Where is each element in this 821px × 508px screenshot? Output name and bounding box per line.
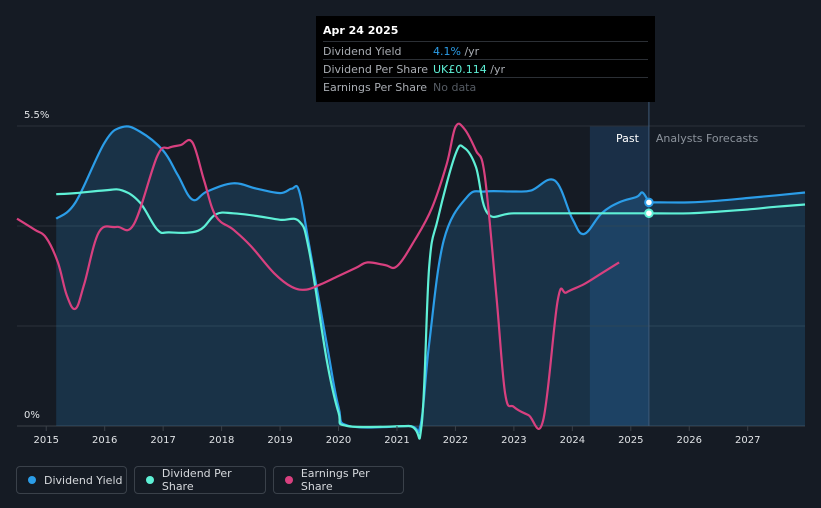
tooltip-value: UK£0.114 /yr xyxy=(433,63,505,76)
tooltip-value-number: 4.1% xyxy=(433,45,461,58)
legend-dividend-yield[interactable]: Dividend Yield xyxy=(16,466,127,494)
x-tick-label: 2026 xyxy=(677,435,702,446)
legend-dividend-per-share[interactable]: Dividend Per Share xyxy=(134,466,266,494)
past-label: Past xyxy=(616,132,640,145)
earnings-per-share-line xyxy=(16,122,620,430)
dividend-yield-forecast-area xyxy=(648,192,805,426)
x-tick-label: 2025 xyxy=(618,435,643,446)
x-tick-label: 2016 xyxy=(92,435,117,446)
legend-dot-icon xyxy=(285,476,293,484)
legend-earnings-per-share[interactable]: Earnings Per Share xyxy=(273,466,404,494)
tooltip-date: Apr 24 2025 xyxy=(323,24,399,37)
tooltip-value: 4.1% /yr xyxy=(433,45,479,58)
x-tick-label: 2019 xyxy=(267,435,292,446)
x-tick-label: 2021 xyxy=(384,435,409,446)
tooltip-label: Earnings Per Share xyxy=(323,81,428,94)
tooltip-value-number: No data xyxy=(433,81,477,94)
analysts-forecasts-label: Analysts Forecasts xyxy=(656,132,759,145)
x-tick-label: 2017 xyxy=(150,435,175,446)
x-tick-label: 2022 xyxy=(443,435,468,446)
y-axis-top-label: 5.5% xyxy=(24,110,49,121)
x-tick-label: 2023 xyxy=(501,435,526,446)
legend-dot-icon xyxy=(146,476,154,484)
x-tick-label: 2027 xyxy=(735,435,760,446)
tooltip-label: Dividend Yield xyxy=(323,45,402,58)
tooltip-unit: /yr xyxy=(486,63,506,76)
tooltip: Apr 24 2025 Dividend Yield 4.1% /yr Divi… xyxy=(316,16,655,102)
dividend-per-share-forecast-line xyxy=(648,203,806,215)
dividend-per-share-line xyxy=(56,144,649,440)
tooltip-value-number: UK£0.114 xyxy=(433,63,487,76)
legend-label: Earnings Per Share xyxy=(300,467,370,493)
tooltip-value: No data xyxy=(433,81,476,94)
x-tick-label: 2024 xyxy=(560,435,585,446)
x-tick-label: 2018 xyxy=(209,435,234,446)
past-highlight-band xyxy=(589,126,649,426)
tooltip-label: Dividend Per Share xyxy=(323,63,429,76)
tooltip-row-dividend-yield: Dividend Yield 4.1% /yr xyxy=(323,41,648,60)
dividend-yield-line xyxy=(55,125,650,434)
legend-dot-icon xyxy=(28,476,36,484)
tooltip-row-earnings-per-share: Earnings Per Share No data xyxy=(323,77,648,96)
x-tick-label: 2020 xyxy=(326,435,351,446)
legend-label: Dividend Per Share xyxy=(161,467,232,493)
x-tick-label: 2015 xyxy=(34,435,59,446)
dividend-per-share-marker xyxy=(644,208,654,219)
dividend-yield-area xyxy=(56,126,649,433)
dividend-yield-forecast-line xyxy=(648,191,806,204)
y-axis-bottom-label: 0% xyxy=(24,410,40,421)
legend-label: Dividend Yield xyxy=(44,473,123,487)
tooltip-unit: /yr xyxy=(460,45,480,58)
dividend-yield-marker xyxy=(644,197,654,208)
tooltip-row-dividend-per-share: Dividend Per Share UK£0.114 /yr xyxy=(323,59,648,78)
